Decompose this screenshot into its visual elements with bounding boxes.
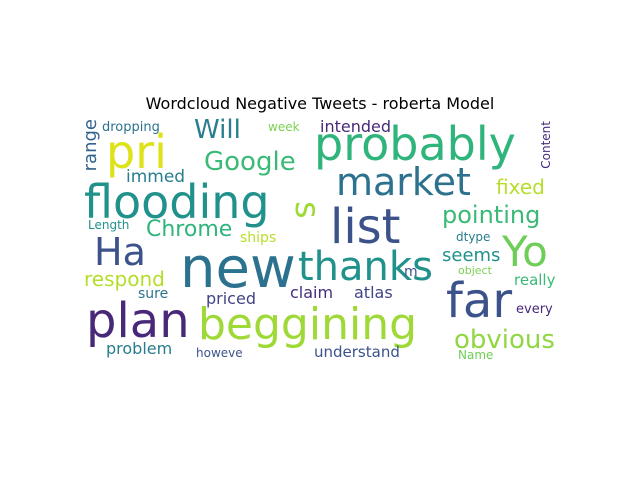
word-cloud: new beggining plan list far probably flo…: [80, 115, 560, 365]
word-fixed: fixed: [496, 175, 545, 199]
word-sure: sure: [138, 286, 169, 302]
chart-title: Wordcloud Negative Tweets - roberta Mode…: [145, 94, 495, 113]
word-yo: Yo: [502, 227, 548, 276]
word-list: list: [330, 199, 401, 255]
word-understand: understand: [314, 343, 400, 361]
word-thanks: thanks: [298, 244, 433, 290]
word-ha: Ha: [94, 230, 146, 274]
word-ships: ships: [240, 230, 277, 246]
word-name: Name: [458, 348, 494, 362]
word-new: new: [180, 236, 296, 301]
word-seems: seems: [442, 245, 501, 266]
word-howeve: howeve: [196, 346, 243, 360]
word-plan: plan: [86, 293, 190, 349]
word-market: market: [336, 160, 471, 204]
word-immed: immed: [126, 167, 186, 187]
word-probably: probably: [314, 117, 516, 171]
word-priced: priced: [206, 289, 256, 308]
word-beggining: beggining: [198, 299, 418, 350]
word-length: Length: [88, 218, 130, 232]
word-far: far: [446, 273, 513, 329]
word-s: s: [287, 201, 327, 219]
word-m: m: [404, 264, 418, 280]
word-will: Will: [194, 115, 241, 145]
word-respond: respond: [84, 267, 165, 291]
word-dtype: dtype: [456, 230, 491, 244]
word-claim: claim: [290, 283, 334, 302]
word-google: Google: [204, 147, 296, 177]
word-pri: pri: [106, 125, 167, 179]
word-dropping: dropping: [102, 120, 160, 135]
word-problem: problem: [106, 339, 173, 358]
word-really: really: [514, 271, 556, 289]
word-obvious: obvious: [454, 325, 555, 355]
word-every: every: [516, 302, 553, 317]
word-atlas: atlas: [354, 283, 393, 302]
word-flooding: flooding: [84, 175, 270, 229]
word-week: week: [268, 120, 300, 134]
word-chrome: Chrome: [146, 217, 233, 242]
word-pointing: pointing: [442, 201, 541, 229]
word-object: object: [458, 264, 492, 277]
word-content: Content: [539, 121, 553, 169]
word-range: range: [80, 119, 101, 172]
word-intended: intended: [320, 117, 391, 136]
